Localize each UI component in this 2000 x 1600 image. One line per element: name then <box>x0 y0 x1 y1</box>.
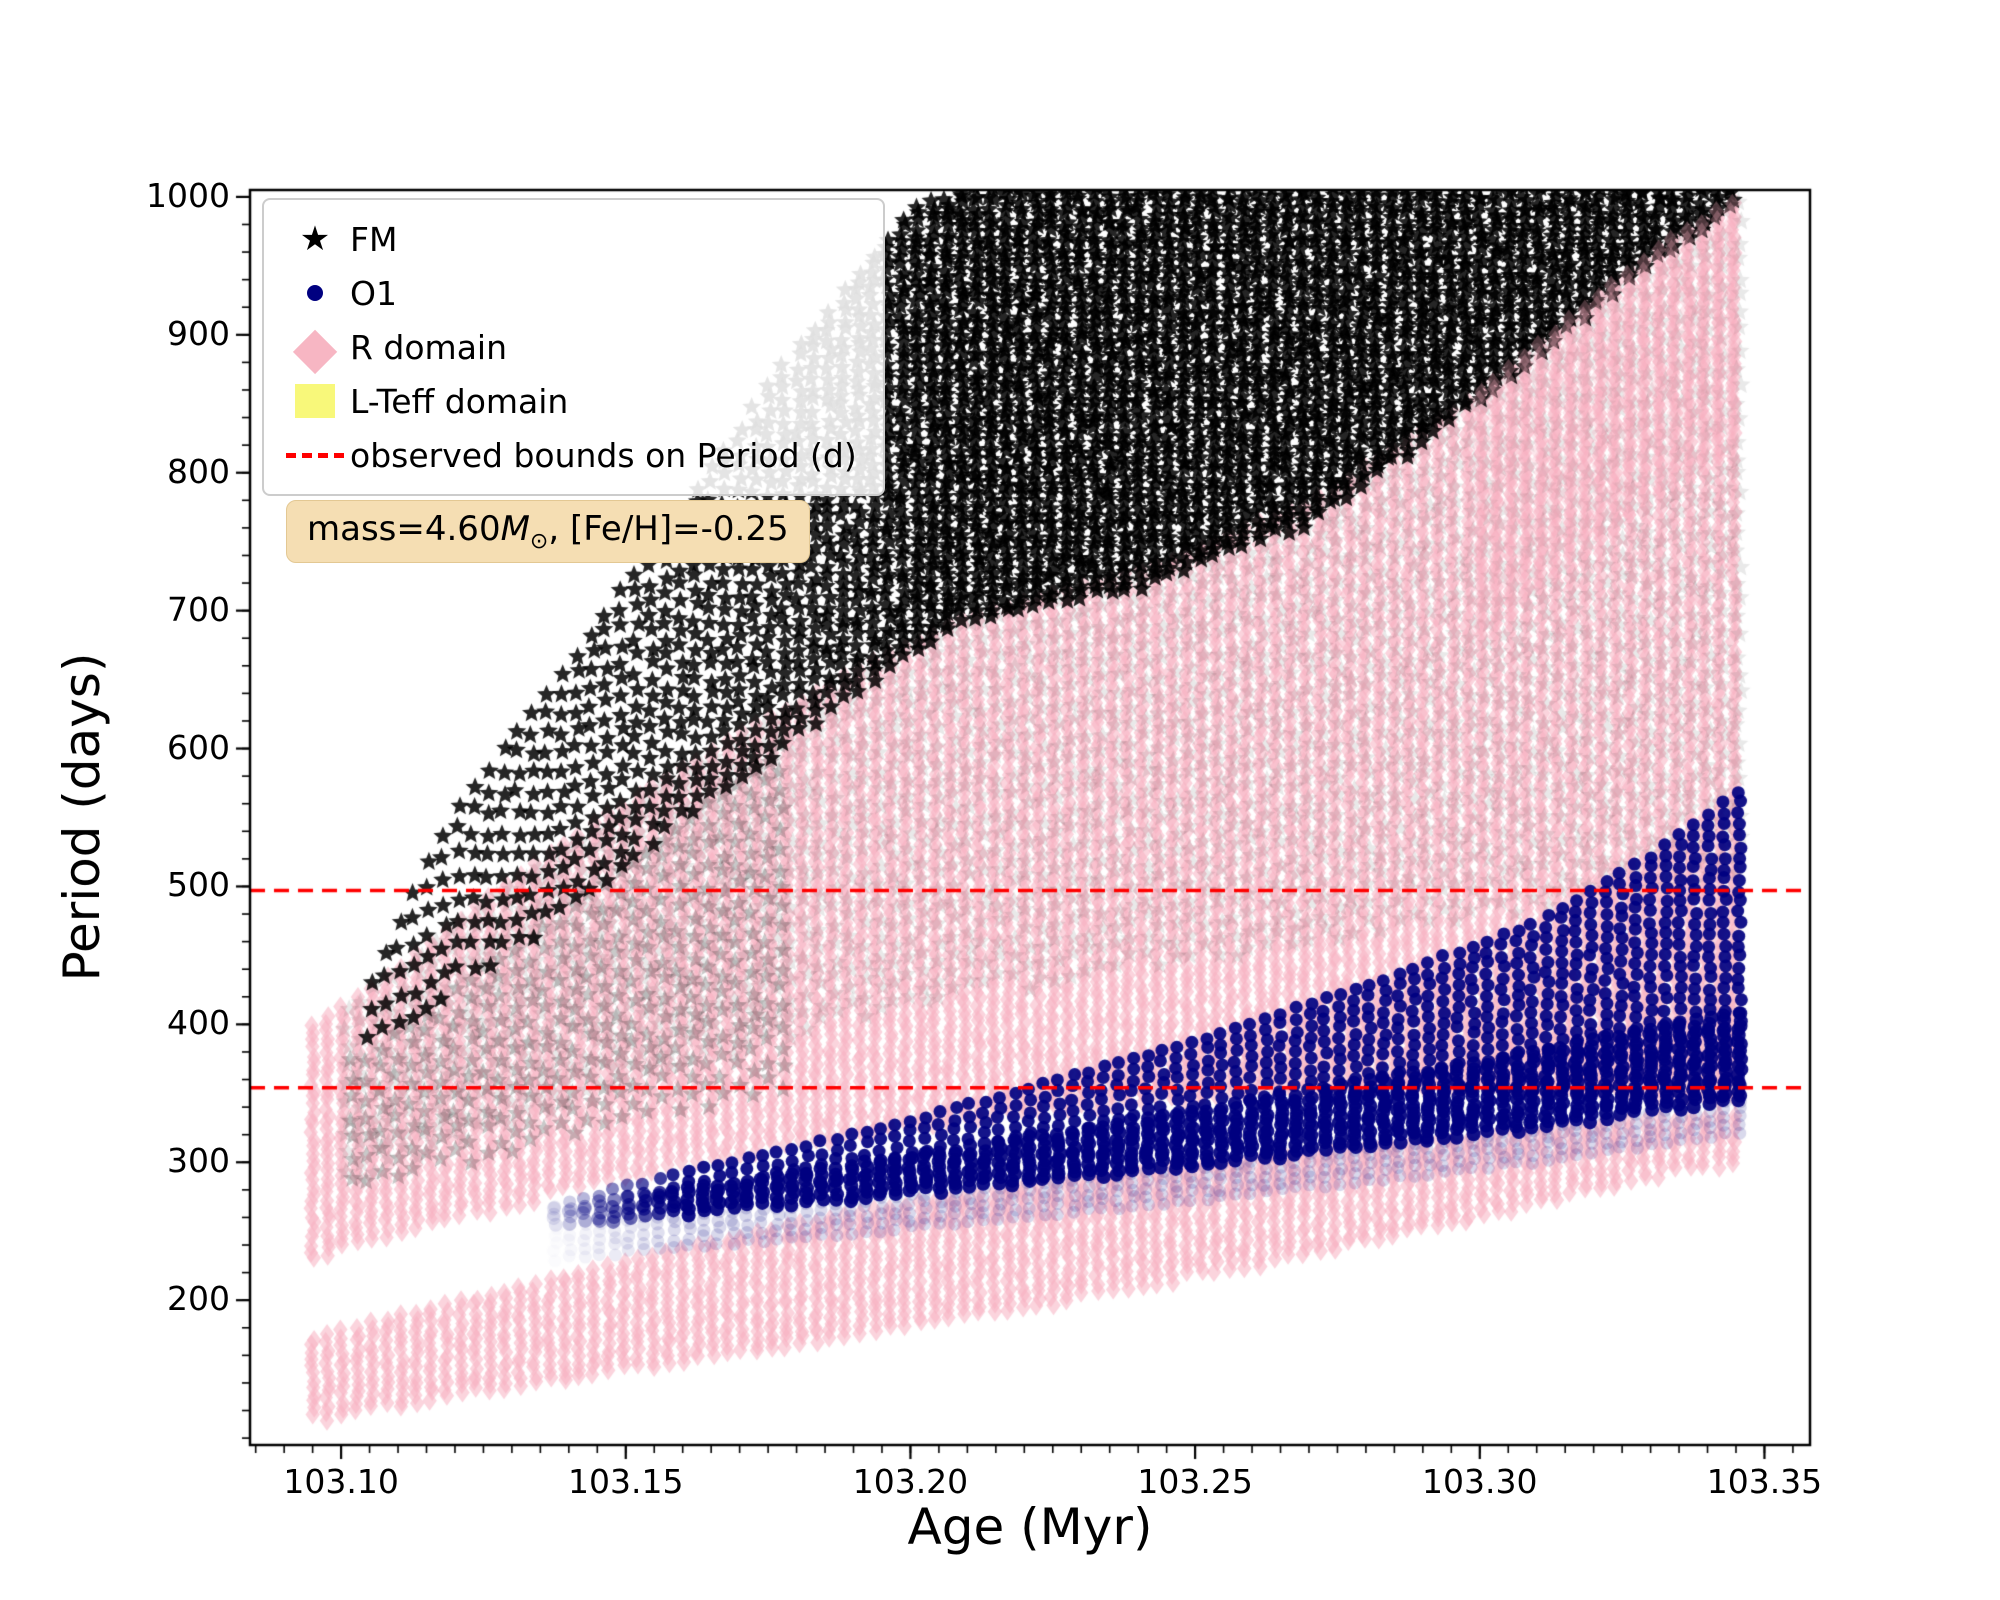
annotation-box: mass=4.60M⊙, [Fe/H]=-0.25 <box>286 500 810 563</box>
legend-label-observed-bounds: observed bounds on Period (d) <box>350 435 857 475</box>
x-tick-label: 103.15 <box>568 1462 684 1501</box>
y-tick-label: 1000 <box>146 175 230 215</box>
legend: ★ FM O1 ◆ R domain L-Teff domain observe… <box>262 198 885 496</box>
y-tick-label: 600 <box>167 727 230 767</box>
legend-label-fm: FM <box>350 219 398 259</box>
legend-item-fm: ★ FM <box>280 212 857 266</box>
x-tick-label: 103.20 <box>852 1462 969 1501</box>
annotation-suffix: , [Fe/H]=-0.25 <box>548 509 789 549</box>
y-tick-label: 200 <box>167 1279 230 1319</box>
dashed-line-icon <box>280 452 350 458</box>
legend-item-r-domain: ◆ R domain <box>280 313 857 381</box>
legend-label-l-teff-domain: L-Teff domain <box>350 381 569 421</box>
star-icon: ★ <box>299 219 331 259</box>
diamond-icon: ◆ <box>292 313 338 381</box>
legend-label-o1: O1 <box>350 273 397 313</box>
x-tick-label: 103.25 <box>1137 1462 1253 1501</box>
x-tick-label: 103.10 <box>283 1462 399 1501</box>
square-icon <box>280 384 350 418</box>
y-axis-label: Period (days) <box>53 652 111 982</box>
y-tick-label: 700 <box>167 589 230 629</box>
y-tick-label: 400 <box>167 1003 230 1043</box>
y-tick-label: 800 <box>167 451 230 491</box>
legend-item-o1: O1 <box>280 266 857 320</box>
y-tick-label: 300 <box>167 1141 230 1181</box>
annotation-sun-symbol: ⊙ <box>529 528 549 554</box>
annotation-prefix: mass=4.60 <box>307 509 501 549</box>
annotation-mass-symbol: M <box>500 509 530 549</box>
legend-item-observed-bounds: observed bounds on Period (d) <box>280 428 857 482</box>
x-axis-label: Age (Myr) <box>907 1498 1153 1556</box>
x-tick-label: 103.35 <box>1706 1462 1823 1501</box>
legend-label-r-domain: R domain <box>350 327 508 367</box>
y-tick-label: 900 <box>167 313 230 353</box>
legend-item-l-teff-domain: L-Teff domain <box>280 374 857 428</box>
y-tick-label: 500 <box>167 865 230 905</box>
x-tick-label: 103.30 <box>1422 1462 1538 1501</box>
dot-icon <box>280 285 350 301</box>
